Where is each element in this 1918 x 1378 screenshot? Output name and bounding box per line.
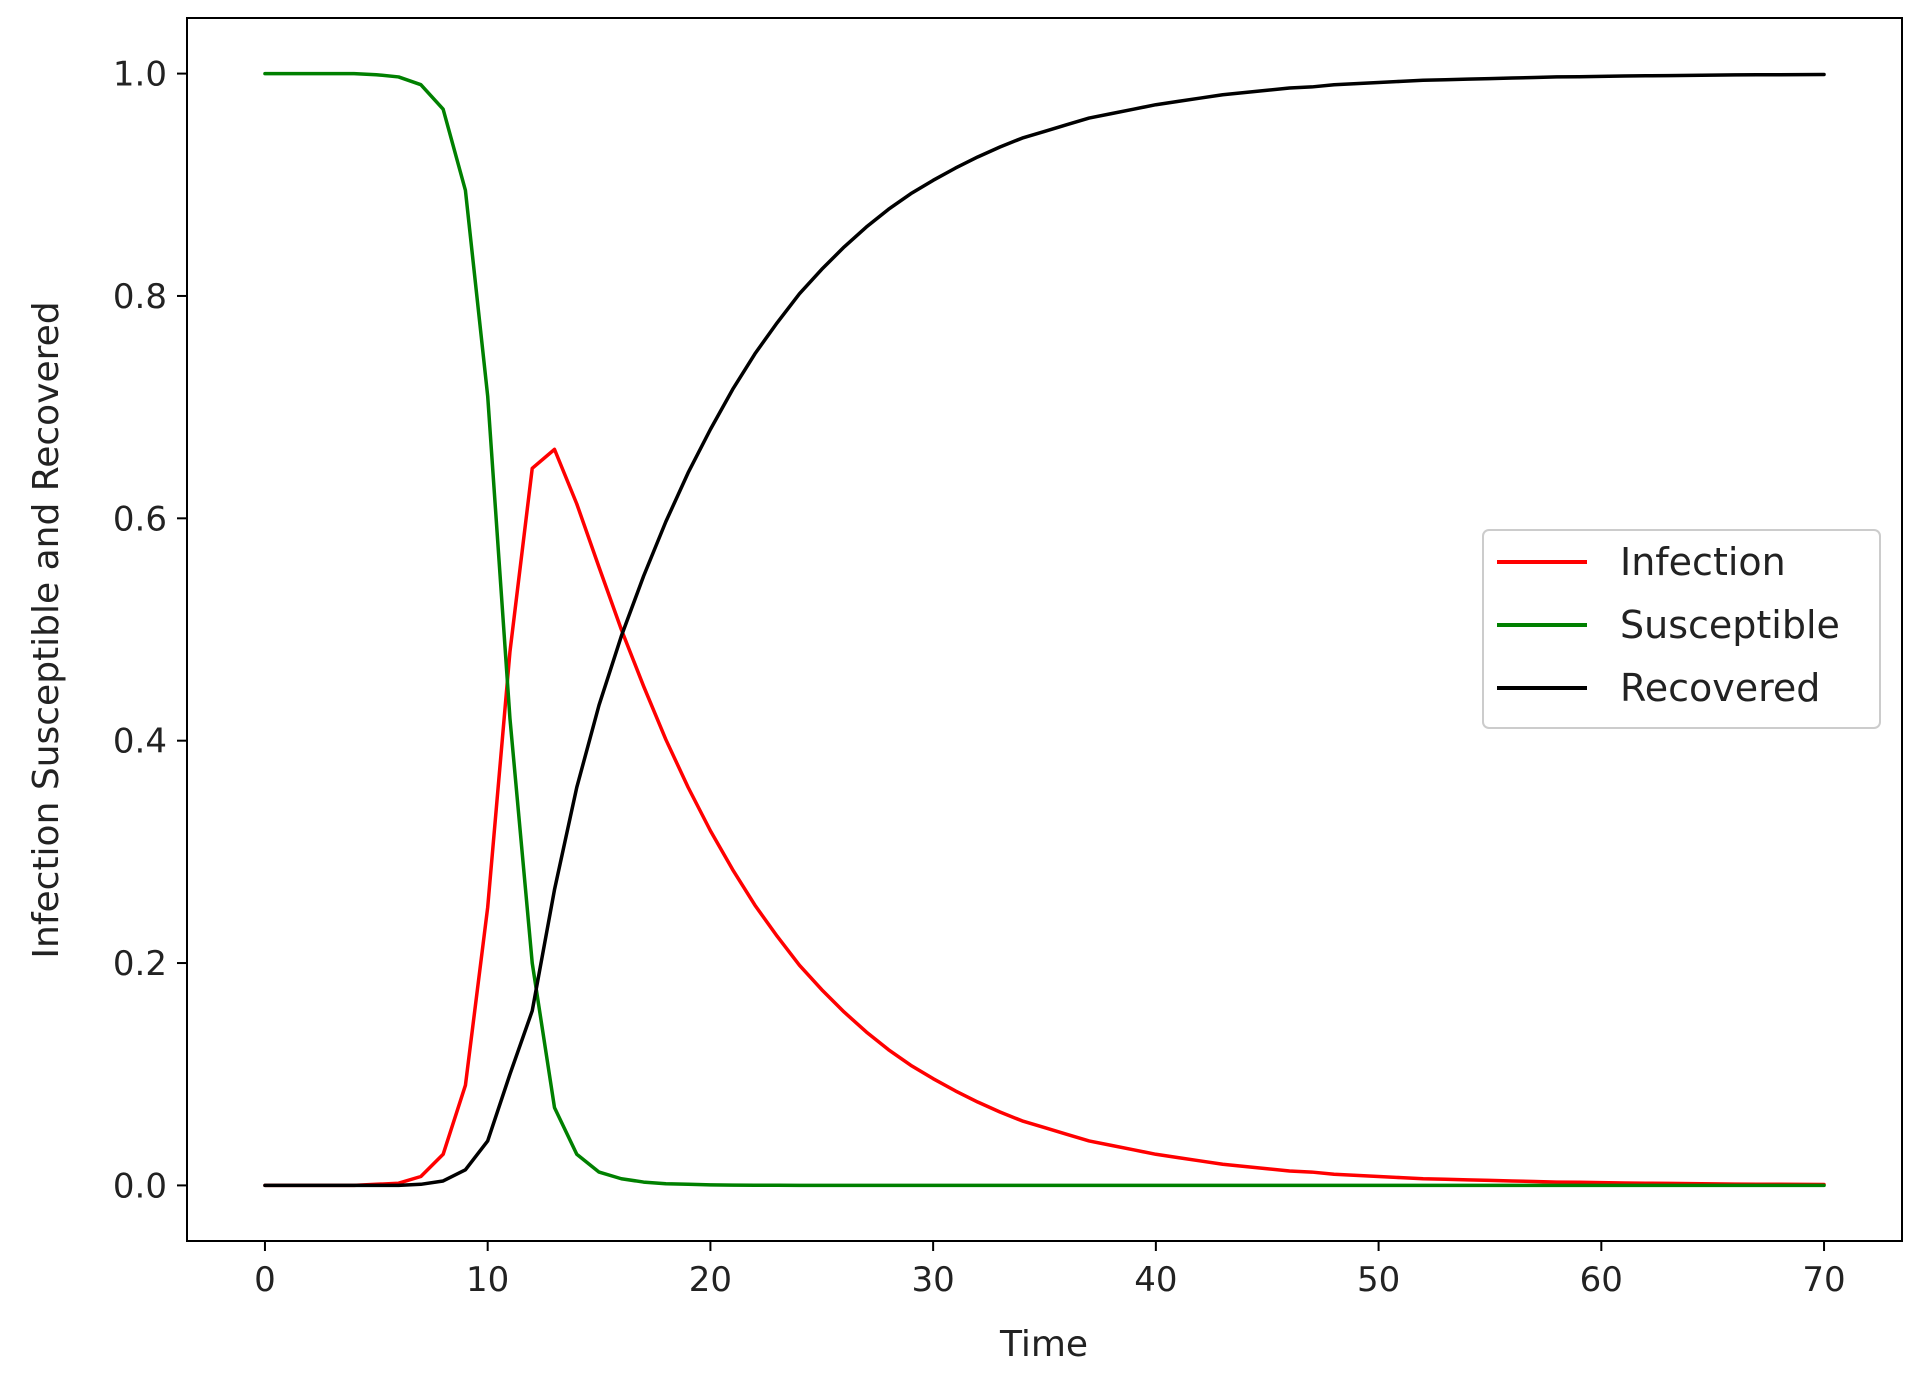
y-tick-label: 0.6 xyxy=(113,499,167,539)
y-tick-label: 0.2 xyxy=(113,944,167,984)
series-line-recovered xyxy=(263,72,1826,1188)
y-tick-label: 0.0 xyxy=(113,1166,167,1206)
x-tick-label: 40 xyxy=(1134,1260,1177,1300)
x-tick-label: 50 xyxy=(1357,1260,1400,1300)
x-tick-label: 60 xyxy=(1580,1260,1623,1300)
y-tick-label: 0.4 xyxy=(113,722,167,762)
series-layer xyxy=(263,71,1826,1188)
x-axis: 0 10 20 30 40 50 60 70 xyxy=(254,1241,1846,1300)
legend: Infection Susceptible Recovered xyxy=(1482,529,1881,729)
x-tick-label: 20 xyxy=(689,1260,732,1300)
x-tick-label: 70 xyxy=(1802,1260,1845,1300)
legend-label-recovered: Recovered xyxy=(1620,666,1820,710)
plot-frame xyxy=(186,17,1903,1242)
series-line-infection xyxy=(263,447,1826,1188)
y-axis: 0.0 0.2 0.4 0.6 0.8 1.0 xyxy=(113,55,187,1206)
x-tick-label: 30 xyxy=(912,1260,955,1300)
y-axis-label: Infection Susceptible and Recovered xyxy=(26,301,67,958)
x-axis-label: Time xyxy=(999,1324,1088,1365)
series-line-susceptible xyxy=(263,71,1826,1188)
x-tick-label: 0 xyxy=(254,1260,276,1300)
x-tick-label: 10 xyxy=(466,1260,509,1300)
legend-label-susceptible: Susceptible xyxy=(1620,603,1840,647)
legend-items: Infection Susceptible Recovered xyxy=(1497,540,1840,710)
y-tick-label: 1.0 xyxy=(113,55,167,95)
legend-box xyxy=(1482,529,1881,729)
y-tick-label: 0.8 xyxy=(113,277,167,317)
legend-label-infection: Infection xyxy=(1620,540,1786,584)
